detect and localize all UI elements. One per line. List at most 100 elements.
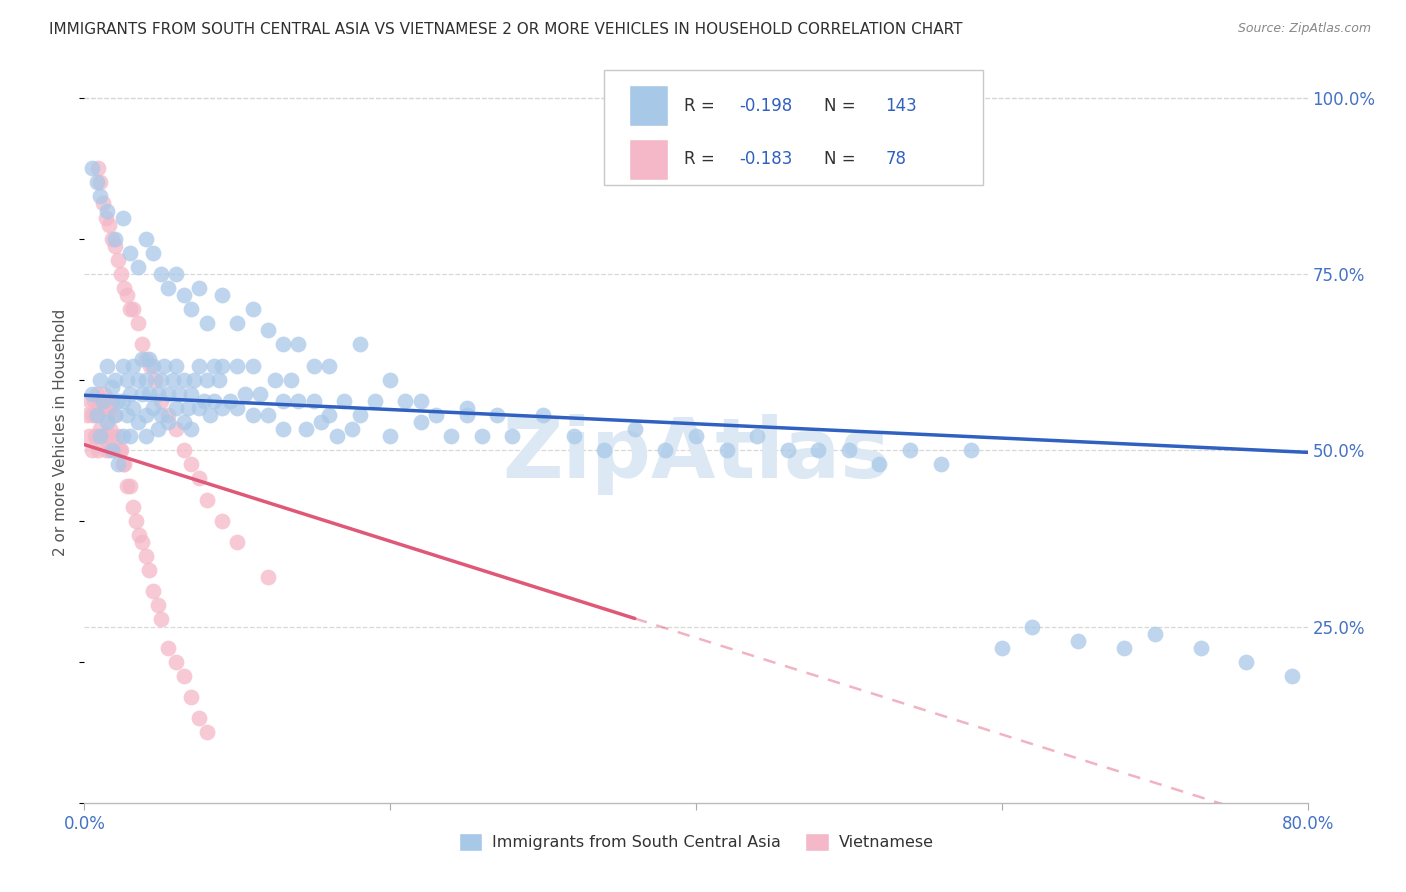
Point	[115, 408, 138, 422]
Point	[135, 351, 157, 366]
Point	[167, 387, 190, 401]
Point	[1189, 640, 1212, 655]
Point	[107, 252, 129, 267]
Point	[101, 429, 124, 443]
Point	[96, 429, 118, 443]
Point	[898, 443, 921, 458]
Point	[394, 393, 416, 408]
Point	[157, 415, 180, 429]
Point	[1067, 633, 1090, 648]
Point	[97, 218, 120, 232]
Point	[195, 492, 218, 507]
Point	[146, 599, 169, 613]
Point	[122, 500, 145, 514]
Point	[97, 401, 120, 415]
Text: -0.183: -0.183	[738, 151, 792, 169]
Point	[115, 288, 138, 302]
Point	[146, 387, 169, 401]
Point	[287, 393, 309, 408]
Point	[471, 429, 494, 443]
Point	[157, 281, 180, 295]
Point	[226, 401, 249, 415]
Point	[180, 302, 202, 317]
Point	[111, 211, 134, 225]
Point	[112, 281, 135, 295]
Point	[349, 408, 371, 422]
Point	[104, 373, 127, 387]
Point	[142, 359, 165, 373]
Point	[83, 393, 105, 408]
Point	[456, 401, 478, 415]
Point	[142, 401, 165, 415]
Point	[104, 408, 127, 422]
Point	[89, 189, 111, 203]
Point	[502, 429, 524, 443]
Point	[115, 478, 138, 492]
Point	[157, 387, 180, 401]
Point	[991, 640, 1014, 655]
Point	[173, 415, 195, 429]
Point	[89, 373, 111, 387]
Text: -0.198: -0.198	[738, 96, 792, 115]
Point	[139, 359, 162, 373]
Point	[242, 359, 264, 373]
Point	[128, 528, 150, 542]
Point	[157, 408, 180, 422]
Point	[202, 393, 225, 408]
Point	[257, 408, 280, 422]
Point	[165, 422, 187, 436]
Point	[101, 393, 124, 408]
Point	[1114, 640, 1136, 655]
Text: R =: R =	[683, 151, 720, 169]
Point	[264, 373, 287, 387]
Point	[122, 302, 145, 317]
Point	[177, 401, 200, 415]
Point	[188, 281, 211, 295]
Point	[311, 415, 333, 429]
Point	[120, 245, 142, 260]
Point	[94, 211, 117, 225]
Point	[122, 401, 145, 415]
Point	[208, 373, 231, 387]
Point	[107, 393, 129, 408]
Point	[142, 584, 165, 599]
Point	[131, 337, 153, 351]
Point	[149, 373, 172, 387]
Point	[869, 458, 891, 472]
Point	[380, 429, 402, 443]
Point	[86, 387, 108, 401]
FancyBboxPatch shape	[605, 70, 983, 185]
Point	[135, 232, 157, 246]
Point	[120, 429, 142, 443]
Point	[96, 393, 118, 408]
Point	[440, 429, 463, 443]
Bar	[628, 86, 668, 126]
Point	[97, 443, 120, 458]
Point	[960, 443, 983, 458]
Point	[188, 359, 211, 373]
Point	[333, 393, 356, 408]
Point	[1281, 669, 1303, 683]
Point	[108, 443, 131, 458]
Point	[202, 359, 225, 373]
Point	[111, 359, 134, 373]
Point	[165, 401, 187, 415]
Point	[135, 408, 157, 422]
Point	[1143, 626, 1166, 640]
Point	[80, 161, 103, 176]
Point	[180, 690, 202, 704]
Point	[86, 429, 108, 443]
Point	[112, 458, 135, 472]
Text: N =: N =	[824, 151, 862, 169]
Point	[456, 408, 478, 422]
Point	[173, 669, 195, 683]
Point	[188, 711, 211, 725]
Point	[110, 443, 132, 458]
Point	[409, 415, 432, 429]
Point	[127, 415, 149, 429]
Point	[138, 563, 160, 577]
Point	[107, 458, 129, 472]
Point	[173, 443, 195, 458]
Point	[80, 387, 103, 401]
Point	[96, 359, 118, 373]
